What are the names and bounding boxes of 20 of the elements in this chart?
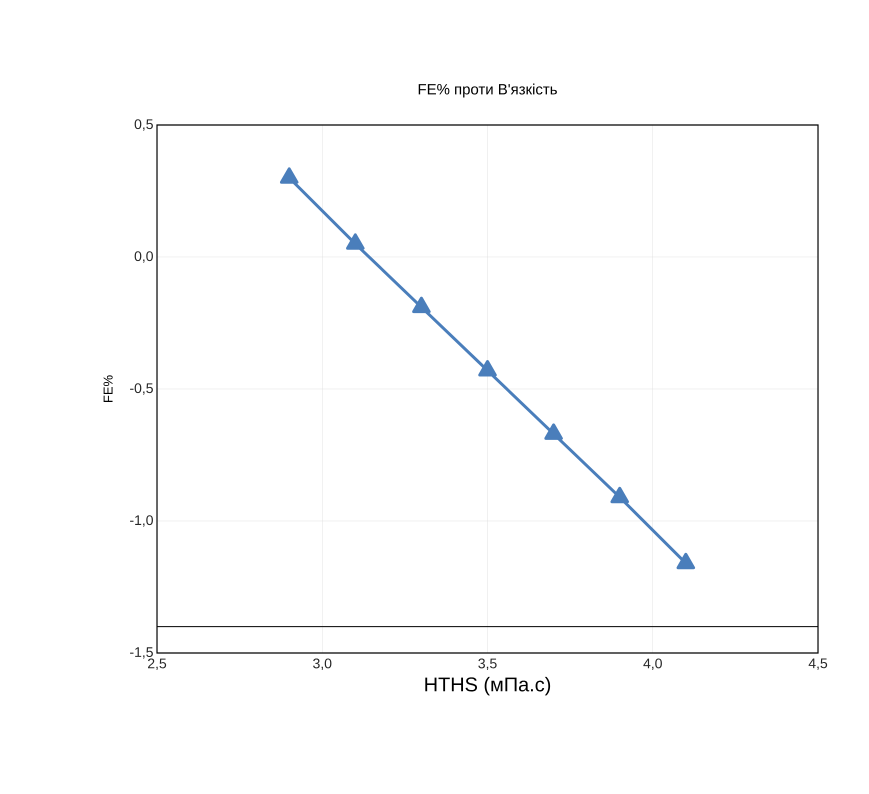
y-tick-label: -1,0 xyxy=(130,515,153,527)
x-axis-title: HTHS (мПа.с) xyxy=(425,676,550,696)
y-tick-label: 0,0 xyxy=(134,251,153,263)
point xyxy=(346,233,365,250)
y-axis-title: FE% xyxy=(104,375,113,402)
point xyxy=(610,486,629,504)
y-tick-label: -0,5 xyxy=(130,383,153,395)
chart-title: FE% проти В'язкість xyxy=(418,84,557,98)
point xyxy=(280,167,298,184)
x-tick-label: 4,5 xyxy=(808,658,828,670)
x-tick-label: 3,0 xyxy=(313,658,332,670)
point xyxy=(676,552,696,570)
x-tick-label: 3,5 xyxy=(478,658,497,670)
y-tick-label: 0,5 xyxy=(134,119,153,131)
x-tick-label: 2,5 xyxy=(148,658,166,670)
y-tick-label: -1,5 xyxy=(130,647,153,659)
point xyxy=(544,423,563,440)
x-tick-label: 4,0 xyxy=(643,658,662,670)
point xyxy=(412,296,431,314)
point xyxy=(478,360,497,376)
